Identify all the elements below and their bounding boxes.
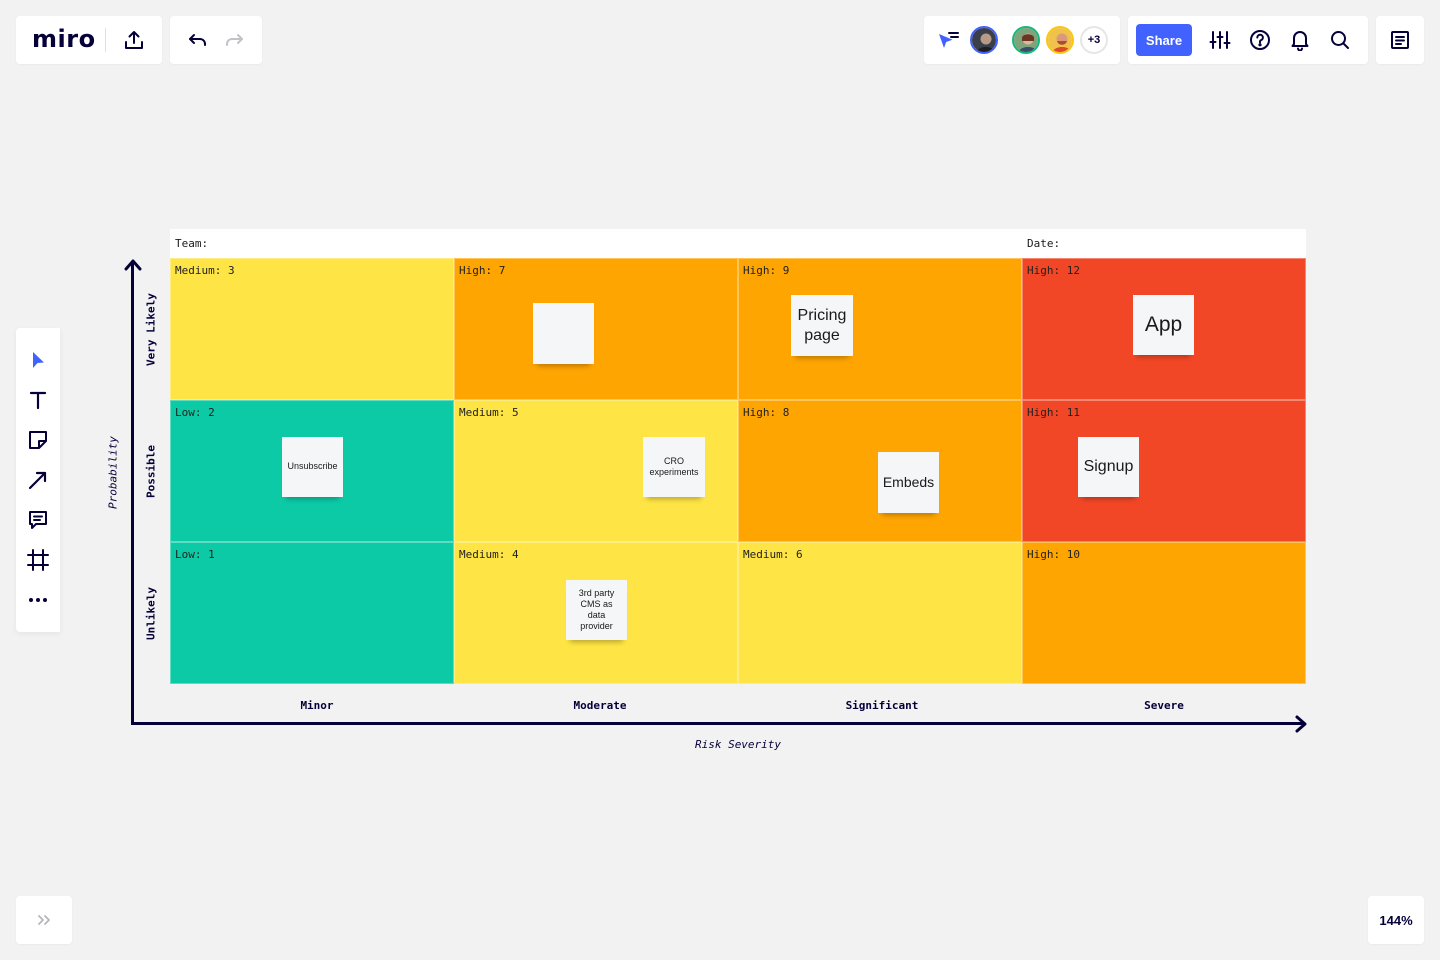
matrix-cell[interactable]: Medium: 6	[738, 542, 1022, 684]
matrix-cell[interactable]: High: 10	[1022, 542, 1306, 684]
sticky-note[interactable]: Unsubscribe	[282, 437, 343, 497]
sticky-note[interactable]: CRO experiments	[643, 437, 705, 497]
y-axis-title: Probability	[106, 436, 120, 509]
y-axis-arrowhead-icon	[124, 259, 142, 271]
actions-panel: Share	[1128, 16, 1368, 64]
more-icon[interactable]	[26, 588, 50, 612]
matrix-cell[interactable]: High: 7	[454, 258, 738, 400]
row-label-unlikely: Unlikely	[144, 587, 158, 640]
cell-score-label: High: 8	[743, 406, 790, 419]
divider	[105, 28, 106, 52]
cell-score-label: High: 10	[1027, 548, 1080, 561]
undo-icon[interactable]	[182, 28, 214, 52]
avatar[interactable]	[970, 26, 998, 54]
cell-score-label: High: 9	[743, 264, 790, 277]
miro-logo[interactable]: miro	[32, 25, 96, 53]
cell-score-label: Medium: 6	[743, 548, 803, 561]
matrix-cell[interactable]: Medium: 3	[170, 258, 454, 400]
cell-score-label: High: 12	[1027, 264, 1080, 277]
matrix-cell[interactable]: High: 11	[1022, 400, 1306, 542]
avatar[interactable]	[1046, 26, 1074, 54]
row-label-very-likely: Very Likely	[144, 293, 158, 366]
zoom-control[interactable]: 144%	[1368, 896, 1424, 944]
comment-icon[interactable]	[26, 508, 50, 532]
column-label-minor: Minor	[300, 699, 334, 712]
cursor-icon[interactable]	[26, 348, 50, 372]
export-icon[interactable]	[118, 28, 150, 52]
search-icon[interactable]	[1324, 28, 1356, 52]
column-label-moderate: Moderate	[573, 699, 627, 712]
cell-score-label: High: 11	[1027, 406, 1080, 419]
matrix-header-row: Team: Date:	[170, 229, 1306, 258]
matrix-cell[interactable]: High: 8	[738, 400, 1022, 542]
tools-toolbar	[16, 328, 60, 632]
x-axis-line	[131, 722, 1303, 725]
more-collaborators-badge[interactable]: +3	[1080, 26, 1108, 54]
notifications-bell-icon[interactable]	[1284, 28, 1316, 52]
x-axis-title: Risk Severity	[694, 738, 782, 751]
column-label-significant: Significant	[845, 699, 919, 712]
chevron-double-right-icon[interactable]	[32, 908, 56, 932]
help-icon[interactable]	[1244, 28, 1276, 52]
sticky-note[interactable]: App	[1133, 295, 1194, 355]
cell-score-label: Medium: 4	[459, 548, 519, 561]
cell-score-label: Medium: 3	[175, 264, 235, 277]
sticky-note[interactable]: Pricing page	[791, 295, 853, 356]
sticky-note[interactable]: Embeds	[878, 452, 939, 513]
share-button[interactable]: Share	[1136, 24, 1192, 56]
x-axis-arrowhead-icon	[1295, 715, 1307, 733]
team-label: Team:	[175, 237, 209, 250]
cell-score-label: Low: 2	[175, 406, 215, 419]
sticky-note-icon[interactable]	[26, 428, 50, 452]
arrow-icon[interactable]	[26, 468, 50, 492]
row-label-possible: Possible	[144, 445, 158, 498]
cell-score-label: Low: 1	[175, 548, 215, 561]
cell-score-label: High: 7	[459, 264, 506, 277]
notes-icon[interactable]	[1386, 28, 1414, 52]
cell-score-label: Medium: 5	[459, 406, 519, 419]
column-label-severe: Severe	[1144, 699, 1184, 712]
sticky-note[interactable]: 3rd party CMS as data provider	[566, 580, 627, 640]
date-label: Date:	[1027, 237, 1061, 250]
history-panel	[170, 16, 262, 64]
frame-icon[interactable]	[26, 548, 50, 572]
avatar[interactable]	[1012, 26, 1040, 54]
zoom-level[interactable]: 144%	[1379, 912, 1413, 928]
cursor-filter-icon[interactable]	[934, 28, 962, 52]
settings-sliders-icon[interactable]	[1204, 28, 1236, 52]
y-axis-line	[131, 262, 134, 725]
board-menu-panel: miro	[16, 16, 162, 64]
expand-panel-button[interactable]	[16, 896, 72, 944]
redo-icon[interactable]	[218, 28, 250, 52]
matrix-cell[interactable]: Low: 1	[170, 542, 454, 684]
sticky-note[interactable]	[533, 303, 594, 364]
notes-panel	[1376, 16, 1424, 64]
sticky-note[interactable]: Signup	[1078, 437, 1139, 497]
text-icon[interactable]	[26, 388, 50, 412]
matrix-cell[interactable]: High: 9	[738, 258, 1022, 400]
